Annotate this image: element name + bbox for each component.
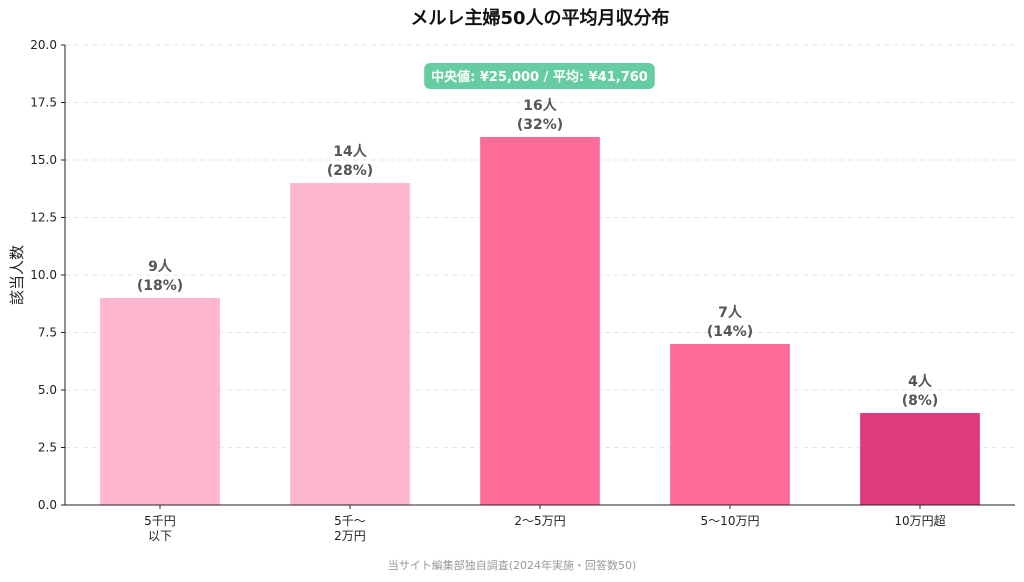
x-tick-label: 10万円超 [894,513,945,528]
ticks-layer: 0.0 2.5 5.0 7.5 10.0 12.5 15.0 17.5 20.0 [30,38,921,512]
summary-badge-box [424,63,655,89]
x-tick-label: 2万円 [334,529,366,543]
bar-percent-label: (14%) [707,324,753,340]
x-tick-label: 5千円 [144,514,176,528]
bar-value-label: 14人 [333,143,367,160]
bar-percent-label: (32%) [517,117,563,133]
bar [100,298,220,505]
bar-value-label: 4人 [908,373,933,390]
y-tick-label: 10.0 [30,268,57,282]
y-tick-label: 20.0 [30,38,57,52]
y-tick-label: 15.0 [30,153,57,167]
x-tick-label: 5千〜 [334,514,366,528]
y-tick-label: 7.5 [38,326,57,340]
chart-title: メルレ主婦50人の平均月収分布 [410,7,669,29]
y-tick-label: 12.5 [30,211,57,225]
y-axis-label: 該当人数 [8,245,26,305]
x-tick-label: 以下 [148,529,172,543]
x-tick-label: 2〜5万円 [514,514,565,528]
x-tick-label: 5〜10万円 [701,514,760,528]
bar-percent-label: (8%) [902,393,939,409]
bar-value-label: 7人 [718,304,743,321]
bar-percent-label: (18%) [137,278,183,294]
bars-layer [100,137,980,505]
bar [670,344,790,505]
y-tick-label: 5.0 [38,383,57,397]
bar-percent-label: (28%) [327,163,373,179]
bar [480,137,600,505]
bar-value-label: 9人 [148,258,173,275]
y-tick-label: 0.0 [38,498,57,512]
bar [290,183,410,505]
y-tick-label: 2.5 [38,441,57,455]
bar [860,413,980,505]
summary-badge-text: 中央値: ¥25,000 / 平均: ¥41,760 [431,69,648,85]
source-note: 当サイト編集部独自調査(2024年実施・回答数50) [388,558,637,572]
bar-value-label: 16人 [523,97,557,114]
summary-badge: 中央値: ¥25,000 / 平均: ¥41,760 [424,63,655,89]
y-tick-label: 17.5 [30,96,57,110]
